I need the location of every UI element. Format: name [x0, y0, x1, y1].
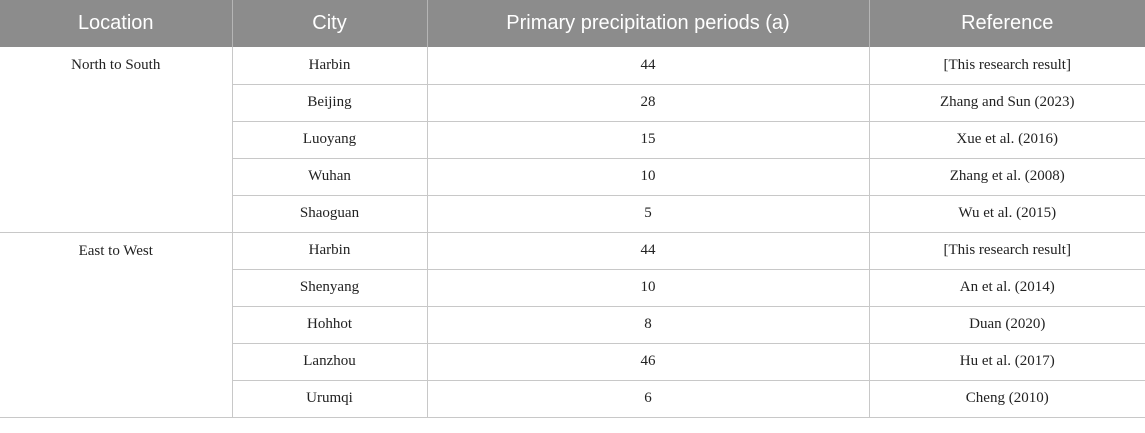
- period-cell: 46: [427, 343, 870, 381]
- reference-cell: [This research result]: [869, 232, 1145, 270]
- period-cell: 6: [427, 380, 870, 418]
- reference-cell: Hu et al. (2017): [869, 343, 1145, 381]
- location-group-cell: North to South: [0, 47, 233, 233]
- header-location: Location: [0, 0, 233, 47]
- city-cell: Shaoguan: [232, 195, 428, 233]
- city-cell: Urumqi: [232, 380, 428, 418]
- reference-cell: Xue et al. (2016): [869, 121, 1145, 159]
- period-cell: 28: [427, 84, 870, 122]
- reference-cell: Wu et al. (2015): [869, 195, 1145, 233]
- table-row: Beijing 28 Zhang and Sun (2023): [0, 84, 1145, 122]
- table-row: East to West Harbin 44 [This research re…: [0, 232, 1145, 418]
- city-cell: Luoyang: [232, 121, 428, 159]
- location-group-cell: East to West: [0, 232, 233, 418]
- table-row: Shenyang 10 An et al. (2014): [0, 269, 1145, 307]
- reference-cell: Duan (2020): [869, 306, 1145, 344]
- precipitation-periods-table: Location City Primary precipitation peri…: [0, 0, 1145, 418]
- header-reference: Reference: [869, 0, 1145, 47]
- period-cell: 10: [427, 269, 870, 307]
- city-cell: Wuhan: [232, 158, 428, 196]
- table-row: Luoyang 15 Xue et al. (2016): [0, 121, 1145, 159]
- period-cell: 5: [427, 195, 870, 233]
- city-cell: Shenyang: [232, 269, 428, 307]
- reference-cell: Zhang et al. (2008): [869, 158, 1145, 196]
- city-cell: Lanzhou: [232, 343, 428, 381]
- header-row: Location City Primary precipitation peri…: [0, 0, 1145, 47]
- header-period: Primary precipitation periods (a): [427, 0, 870, 47]
- table-row: North to South Harbin 44 [This research …: [0, 47, 1145, 233]
- table-row: Wuhan 10 Zhang et al. (2008): [0, 158, 1145, 196]
- period-cell: 15: [427, 121, 870, 159]
- header-city: City: [232, 0, 428, 47]
- reference-cell: Zhang and Sun (2023): [869, 84, 1145, 122]
- table-row: Shaoguan 5 Wu et al. (2015): [0, 195, 1145, 233]
- city-cell: Harbin: [232, 47, 428, 85]
- city-cell: Beijing: [232, 84, 428, 122]
- period-cell: 8: [427, 306, 870, 344]
- table-row: Lanzhou 46 Hu et al. (2017): [0, 343, 1145, 381]
- table-row: Hohhot 8 Duan (2020): [0, 306, 1145, 344]
- reference-cell: [This research result]: [869, 47, 1145, 85]
- period-cell: 44: [427, 232, 870, 270]
- reference-cell: Cheng (2010): [869, 380, 1145, 418]
- city-cell: Hohhot: [232, 306, 428, 344]
- period-cell: 44: [427, 47, 870, 85]
- reference-cell: An et al. (2014): [869, 269, 1145, 307]
- table-row: Urumqi 6 Cheng (2010): [0, 380, 1145, 418]
- period-cell: 10: [427, 158, 870, 196]
- city-cell: Harbin: [232, 232, 428, 270]
